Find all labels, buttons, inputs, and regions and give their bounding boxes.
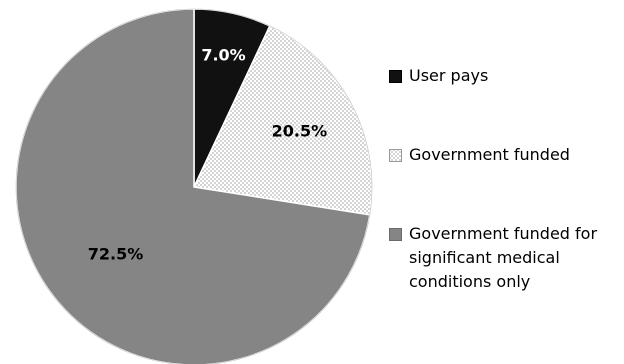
legend-label-user-pays: User pays (409, 66, 489, 85)
legend-swatch-user-pays (389, 70, 402, 83)
legend-label-government-funded-significant: Government funded for significant medica… (409, 224, 598, 291)
data-label-government-funded: 20.5% (272, 122, 328, 141)
legend-item-government-funded-significant: Government funded for significant medica… (389, 222, 621, 294)
legend: User pays Government funded Government f… (389, 64, 621, 294)
data-label-government-funded-significant: 72.5% (88, 245, 144, 264)
legend-label-government-funded: Government funded (409, 145, 570, 164)
data-label-user-pays: 7.0% (201, 45, 245, 64)
pie-outline (15, 8, 373, 364)
legend-swatch-government-funded-significant (389, 228, 402, 241)
legend-item-user-pays: User pays (389, 64, 621, 88)
legend-swatch-government-funded (389, 149, 402, 162)
legend-item-government-funded: Government funded (389, 143, 621, 167)
